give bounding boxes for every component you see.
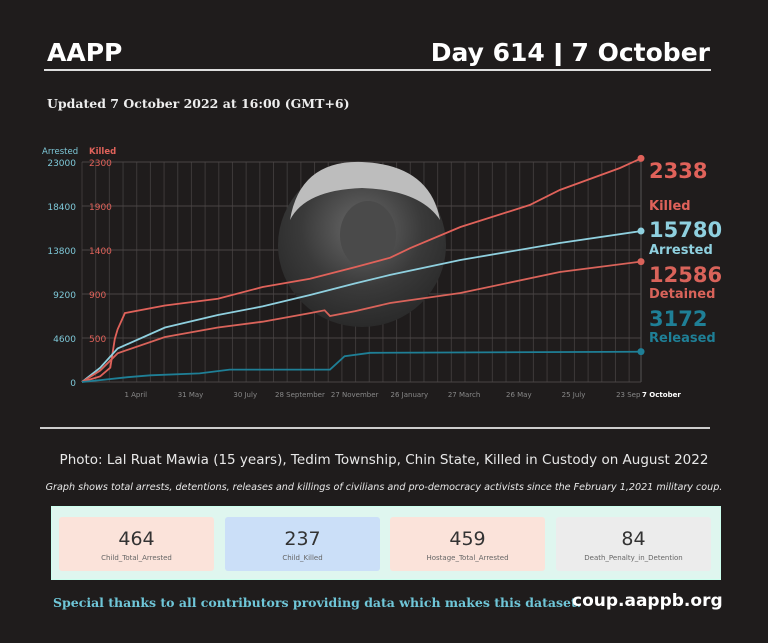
end-label-killed: Killed bbox=[649, 199, 691, 214]
x-tick-label: 26 May bbox=[506, 391, 532, 399]
series-endpoint-released bbox=[637, 348, 645, 356]
stat-label: Child_Total_Arrested bbox=[101, 554, 172, 562]
stat-value: 459 bbox=[449, 528, 486, 550]
divider bbox=[44, 69, 711, 71]
stat-label: Hostage_Total_Arrested bbox=[426, 554, 509, 562]
left-axis-tick-label: 23000 bbox=[47, 159, 76, 169]
end-value-detained: 12586 bbox=[649, 263, 722, 287]
stat-card-child-arrested: 464 Child_Total_Arrested bbox=[59, 517, 214, 571]
x-tick-label: 27 November bbox=[331, 391, 379, 399]
x-tick-label: 28 September bbox=[275, 391, 325, 399]
x-tick-label: 25 July bbox=[562, 391, 586, 399]
left-axis-tick-label: 9200 bbox=[53, 291, 76, 301]
right-axis-tick-label: 900 bbox=[89, 291, 106, 301]
day-counter: Day 614 ǀ 7 October bbox=[430, 38, 710, 67]
left-axis-tick-label: 13800 bbox=[47, 247, 76, 257]
updated-timestamp: Updated 7 October 2022 at 16:00 (GMT+6) bbox=[47, 96, 350, 111]
end-value-killed: 2338 bbox=[649, 159, 707, 183]
series-endpoint-killed bbox=[637, 154, 645, 162]
series-line-killed bbox=[81, 157, 642, 383]
series-line-released bbox=[81, 350, 642, 383]
victim-photo bbox=[278, 161, 446, 327]
series-line-detained bbox=[81, 260, 642, 383]
x-tick-label: 23 Sep bbox=[616, 391, 641, 399]
end-label-arrested: Arrested bbox=[649, 243, 713, 258]
x-tick-label: 1 April bbox=[124, 391, 147, 399]
stat-card-hostage-arrested: 459 Hostage_Total_Arrested bbox=[390, 517, 545, 571]
series-endpoint-detained bbox=[637, 258, 645, 266]
grid bbox=[81, 161, 642, 383]
divider bbox=[40, 427, 710, 429]
stat-value: 84 bbox=[621, 528, 646, 550]
stats-panel: 464 Child_Total_Arrested 237 Child_Kille… bbox=[51, 506, 721, 580]
x-tick-label: 27 March bbox=[448, 391, 480, 399]
right-axis-tick-label: 2300 bbox=[89, 159, 112, 169]
left-axis-tick-label: 0 bbox=[70, 379, 76, 389]
x-tick-label: 31 May bbox=[178, 391, 204, 399]
brand-title: AAPP bbox=[47, 38, 123, 67]
graph-caption: Graph shows total arrests, detentions, r… bbox=[45, 482, 723, 493]
left-axis-tick-label: 4600 bbox=[53, 335, 76, 345]
right-axis-tick-label: 1400 bbox=[89, 247, 112, 257]
left-axis-tick-label: 18400 bbox=[47, 203, 76, 213]
right-axis-tick-label: 1900 bbox=[89, 203, 112, 213]
stat-label: Death_Penalty_in_Detention bbox=[584, 554, 683, 562]
stat-card-child-killed: 237 Child_Killed bbox=[225, 517, 380, 571]
end-label-released: Released bbox=[649, 331, 716, 346]
thanks-note: Special thanks to all contributors provi… bbox=[53, 595, 582, 610]
right-axis-tick-label: 500 bbox=[89, 335, 106, 345]
x-tick-label: 7 October bbox=[642, 391, 681, 399]
stat-label: Child_Killed bbox=[282, 554, 323, 562]
end-value-arrested: 15780 bbox=[649, 218, 722, 242]
right-axis-title: Killed bbox=[89, 147, 116, 157]
stat-value: 237 bbox=[284, 528, 321, 550]
series-line-arrested bbox=[81, 230, 642, 383]
stat-card-death-penalty: 84 Death_Penalty_in_Detention bbox=[556, 517, 711, 571]
cumulative-chart: 0 4600 500 9200 900 13800 1400 18400 1900 23000 23… bbox=[42, 147, 722, 399]
left-axis-title: Arrested bbox=[42, 147, 78, 157]
site-link[interactable]: coup.aappb.org bbox=[572, 591, 723, 611]
stat-value: 464 bbox=[118, 528, 155, 550]
x-tick-label: 26 January bbox=[391, 391, 429, 399]
series-endpoint-arrested bbox=[637, 227, 645, 235]
photo-caption: Photo: Lal Ruat Mawia (15 years), Tedim … bbox=[59, 452, 709, 468]
end-value-released: 3172 bbox=[649, 307, 707, 331]
x-tick-label: 30 July bbox=[233, 391, 257, 399]
end-label-detained: Detained bbox=[649, 287, 715, 302]
